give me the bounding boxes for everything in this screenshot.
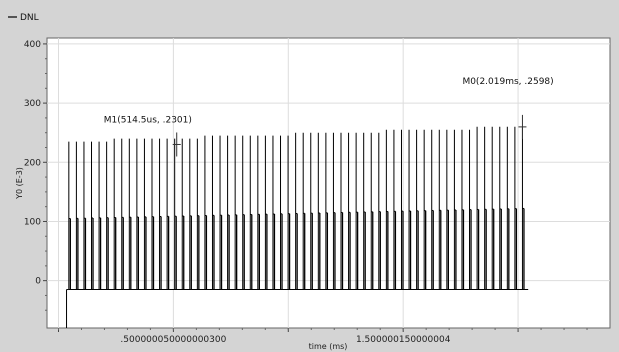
- y-tick-label: 400: [24, 40, 41, 50]
- marker-label-m1: M1(514.5us, .2301): [104, 115, 192, 125]
- legend: DNL: [8, 13, 39, 23]
- y-tick-label: 300: [24, 99, 41, 109]
- series-dnl: [66, 126, 529, 328]
- y-tick-label: 100: [24, 217, 41, 227]
- marker-label-m0: M0(2.019ms, .2598): [462, 77, 553, 87]
- y-tick-label: 200: [24, 158, 41, 168]
- y-tick-label: 0: [35, 277, 41, 287]
- x-axis-title: time (ms): [309, 342, 348, 351]
- x-axis: .500000050000000300 1.500000150000004: [57, 328, 588, 345]
- markers: M1(514.5us, .2301) M0(2.019ms, .2598): [104, 77, 554, 157]
- legend-label-dnl: DNL: [20, 13, 39, 23]
- y-axis: 0 100 200 300 400: [24, 40, 47, 311]
- x-tick-label: 1.500000150000004: [356, 335, 451, 345]
- y-axis-title: Y0 (E-3): [15, 167, 24, 200]
- x-tick-label: .500000050000000300: [120, 335, 226, 345]
